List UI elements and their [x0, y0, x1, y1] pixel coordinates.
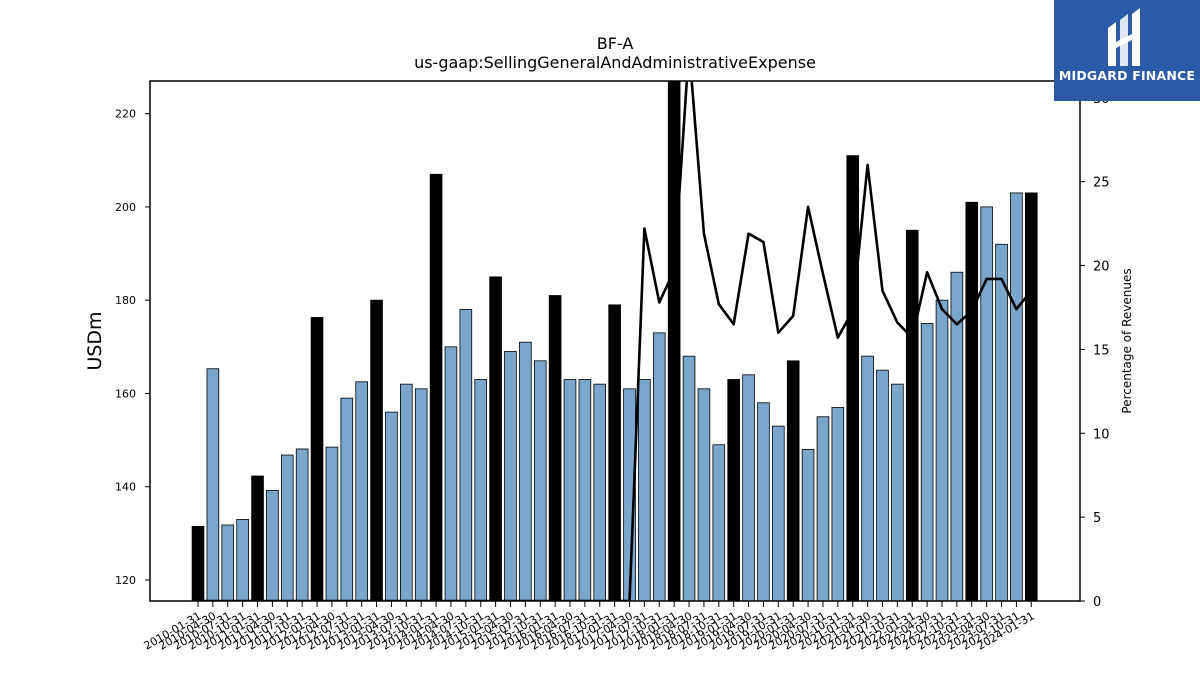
- midgard-logo-icon: [1108, 8, 1140, 66]
- bar: [504, 351, 517, 601]
- y2-tick-label: 5: [1093, 511, 1101, 526]
- brand-name: MIDGARD FINANCE: [1058, 68, 1196, 83]
- bar: [935, 299, 949, 601]
- bar: [608, 304, 621, 601]
- chart-title: BF-A: [597, 34, 634, 53]
- y2-axis-label: Percentage of Revenues: [1120, 268, 1134, 413]
- bar: [221, 524, 235, 601]
- bar: [206, 368, 220, 601]
- y-tick-label: 200: [115, 201, 136, 214]
- bar: [965, 201, 979, 601]
- bar: [891, 383, 904, 601]
- bar: [251, 475, 264, 601]
- bar: [280, 454, 294, 601]
- bar: [772, 425, 785, 601]
- bar: [191, 525, 205, 601]
- bar: [846, 155, 860, 601]
- y2-tick-label: 15: [1093, 343, 1110, 358]
- y-tick-label: 220: [115, 108, 136, 121]
- bar: [400, 383, 413, 601]
- series-line-pct-revenues: [198, 81, 1033, 601]
- bar: [340, 397, 354, 601]
- bar: [533, 360, 547, 601]
- bar: [355, 381, 368, 601]
- bar: [414, 388, 428, 601]
- chart-subtitle: us-gaap:SellingGeneralAndAdministrativeE…: [414, 53, 816, 72]
- bar: [905, 229, 919, 601]
- bar: [519, 341, 532, 601]
- bar: [697, 388, 711, 601]
- y2-tick-label: 10: [1093, 427, 1110, 442]
- bar: [593, 383, 607, 601]
- bar: [638, 379, 651, 601]
- y2-tick-label: 25: [1093, 176, 1110, 191]
- bar: [831, 407, 845, 601]
- y-axis-label: USDm: [84, 311, 106, 370]
- y-axis-left: 120 140 160 180 200 220: [115, 108, 150, 587]
- y-tick-label: 140: [115, 481, 136, 494]
- y-tick-label: 120: [115, 574, 136, 587]
- bar: [727, 379, 740, 601]
- line-layer: [198, 81, 1033, 601]
- bar: [757, 402, 770, 601]
- bar: [236, 518, 249, 601]
- bar: [980, 206, 993, 601]
- y-axis-right: 051015202530: [1080, 92, 1110, 610]
- bar: [667, 81, 681, 601]
- bar: [786, 360, 800, 601]
- bar: [444, 346, 458, 601]
- bars-layer: [191, 81, 1038, 601]
- y2-tick-label: 20: [1093, 260, 1110, 275]
- bar: [370, 299, 383, 601]
- brand-logo: MIDGARD FINANCE: [1054, 0, 1200, 101]
- y-tick-label: 160: [115, 387, 136, 400]
- bar: [801, 449, 815, 601]
- y2-tick-label: 0: [1093, 595, 1101, 610]
- bar: [920, 323, 934, 601]
- x-axis: 2010-01-312010-04-302010-07-312010-10-31…: [142, 601, 1037, 653]
- bar: [266, 490, 279, 601]
- bar: [474, 379, 488, 601]
- bar: [995, 243, 1008, 601]
- bar: [712, 444, 726, 601]
- bar: [742, 374, 755, 601]
- y-tick-label: 180: [115, 294, 136, 307]
- bar: [385, 411, 398, 601]
- bar: [861, 355, 874, 601]
- bar: [1024, 192, 1038, 601]
- bar: [1010, 192, 1023, 601]
- bar: [578, 379, 592, 601]
- bar: [429, 173, 443, 601]
- bar: [816, 416, 830, 601]
- bar: [682, 355, 696, 601]
- bar: [563, 379, 577, 601]
- bar: [489, 276, 502, 601]
- bar: [876, 369, 889, 601]
- bar: [459, 309, 473, 601]
- bar: [295, 448, 309, 601]
- bar: [325, 446, 339, 601]
- bar: [310, 317, 324, 601]
- bar: [652, 332, 666, 601]
- bar: [548, 295, 562, 601]
- bar: [950, 271, 964, 601]
